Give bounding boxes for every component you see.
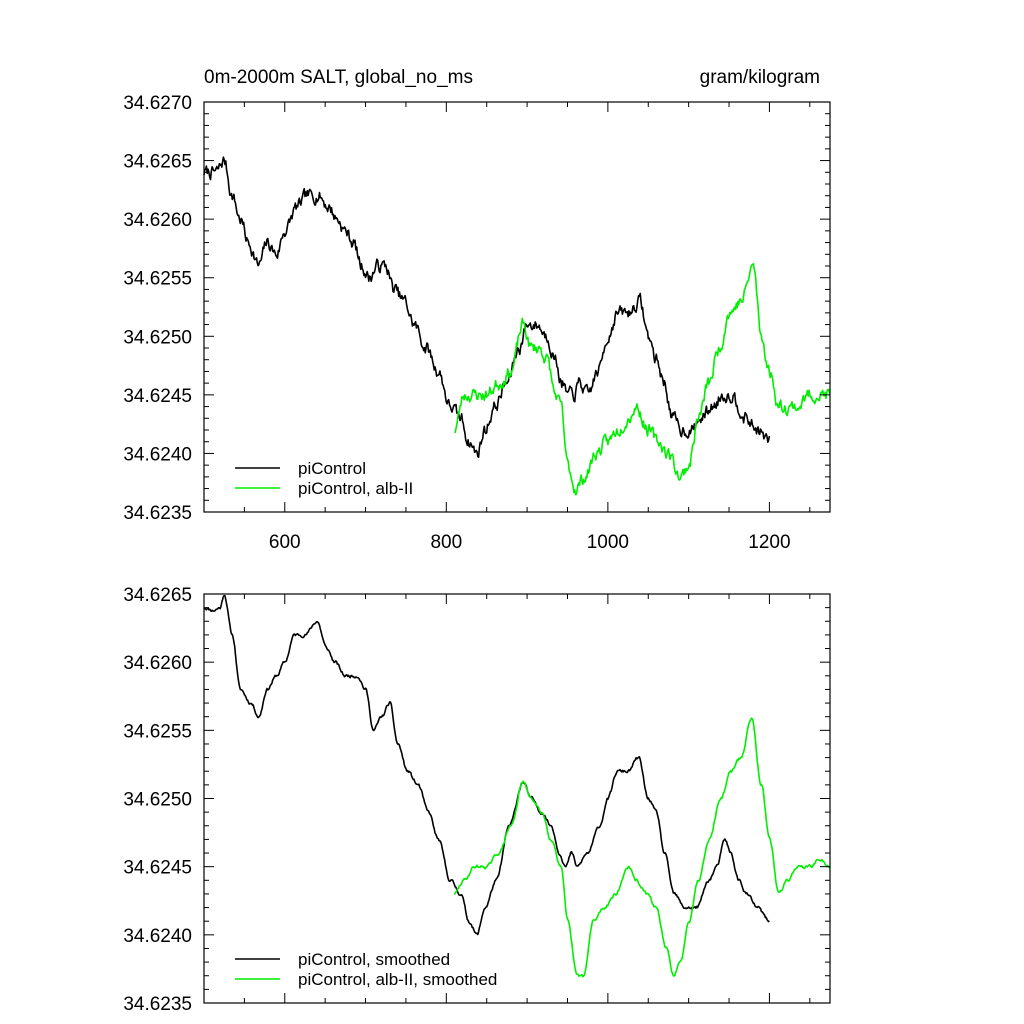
legend-label: piControl, smoothed bbox=[298, 950, 450, 969]
legend-label: piControl bbox=[298, 459, 366, 478]
plot-frame bbox=[203, 101, 831, 513]
y-tick-label: 34.6235 bbox=[123, 994, 192, 1015]
y-tick-label: 34.6245 bbox=[123, 858, 192, 879]
y-tick-label: 34.6250 bbox=[123, 790, 192, 811]
bottom-plot: 34.6235 34.6240 34.6245 34.6250 34.6255 34.62… bbox=[123, 585, 831, 1015]
series-line-alb-ii bbox=[454, 262, 831, 496]
y-tick-label: 34.6265 bbox=[123, 585, 192, 606]
y-tick-label: 34.6250 bbox=[123, 327, 192, 348]
x-tick-label: 800 bbox=[430, 532, 462, 553]
y-tick-label: 34.6240 bbox=[123, 444, 192, 465]
y-tick-label: 34.6260 bbox=[123, 653, 192, 674]
y-tick-label: 34.6255 bbox=[123, 721, 192, 742]
y-tick-label: 34.6235 bbox=[123, 503, 192, 524]
y-tick-label: 34.6255 bbox=[123, 269, 192, 290]
x-tick-label: 600 bbox=[269, 532, 301, 553]
top-plot: 600 800 1000 1200 34.6235 34.6240 34.6245 34.62… bbox=[123, 93, 831, 553]
x-tick-label: 1200 bbox=[748, 532, 790, 553]
series-line-alb-ii bbox=[453, 717, 831, 978]
y-tick-label: 34.6240 bbox=[123, 926, 192, 947]
units-label: gram/kilogram bbox=[700, 67, 820, 88]
legend-label: piControl, alb-II, smoothed bbox=[298, 970, 497, 989]
y-tick-label: 34.6245 bbox=[123, 386, 192, 407]
x-tick-label: 1000 bbox=[587, 532, 629, 553]
y-tick-label: 34.6260 bbox=[123, 210, 192, 231]
legend-label: piControl, alb-II bbox=[298, 479, 413, 498]
series-line-control bbox=[203, 594, 770, 936]
chart-title: 0m-2000m SALT, global_no_ms bbox=[204, 67, 473, 88]
y-tick-label: 34.6265 bbox=[123, 152, 192, 173]
series-line-control bbox=[203, 156, 771, 458]
y-tick-label: 34.6270 bbox=[123, 93, 192, 114]
